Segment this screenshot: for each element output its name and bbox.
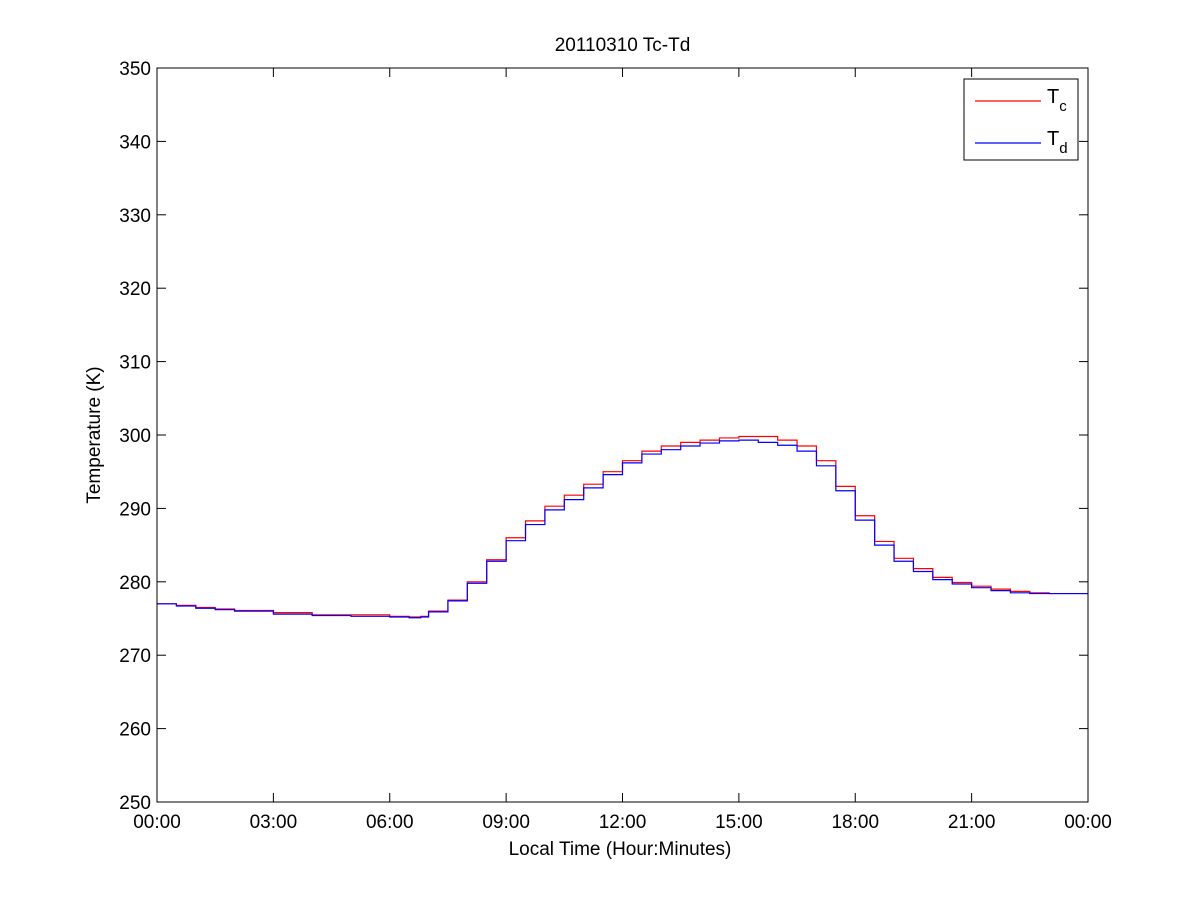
x-tick-label: 18:00 [831, 812, 879, 833]
y-tick-label: 270 [119, 646, 151, 667]
series-line-td [157, 439, 1088, 619]
legend-label-subscript: d [1059, 140, 1067, 157]
x-tick-label: 03:00 [250, 812, 298, 833]
y-tick-label: 280 [119, 573, 151, 594]
y-tick-label: 350 [119, 59, 151, 80]
y-tick-label: 250 [119, 793, 151, 814]
x-tick-label: 00:00 [1064, 812, 1112, 833]
y-tick-label: 260 [119, 720, 151, 741]
plot-area [157, 68, 1088, 802]
legend-label-subscript: c [1059, 98, 1067, 115]
y-tick-label: 310 [119, 353, 151, 374]
y-axis-title: Temperature (K) [84, 366, 105, 503]
legend-label-td: Td [1047, 128, 1068, 157]
x-tick-label: 00:00 [133, 812, 181, 833]
x-tick-label: 21:00 [948, 812, 996, 833]
x-axis-title: Local Time (Hour:Minutes) [509, 839, 732, 860]
x-tick-label: 09:00 [482, 812, 530, 833]
x-tick-label: 06:00 [366, 812, 414, 833]
y-tick-label: 290 [119, 499, 151, 520]
y-tick-label: 320 [119, 279, 151, 300]
x-tick-label: 15:00 [715, 812, 763, 833]
legend-label-main: T [1047, 86, 1059, 108]
chart-title: 20110310 Tc-Td [555, 35, 691, 56]
legend-box [963, 78, 1079, 161]
y-tick-label: 330 [119, 206, 151, 227]
legend-label-tc: Tc [1047, 86, 1067, 115]
x-tick-label: 12:00 [599, 812, 647, 833]
y-tick-label: 300 [119, 426, 151, 447]
ticks-layer: 00:00 03:00 06:00 09:00 12:00 15:00 18:00 21:00… [119, 59, 1111, 833]
legend-label-main: T [1047, 128, 1059, 150]
y-tick-label: 340 [119, 132, 151, 153]
series-layer [157, 435, 1088, 619]
